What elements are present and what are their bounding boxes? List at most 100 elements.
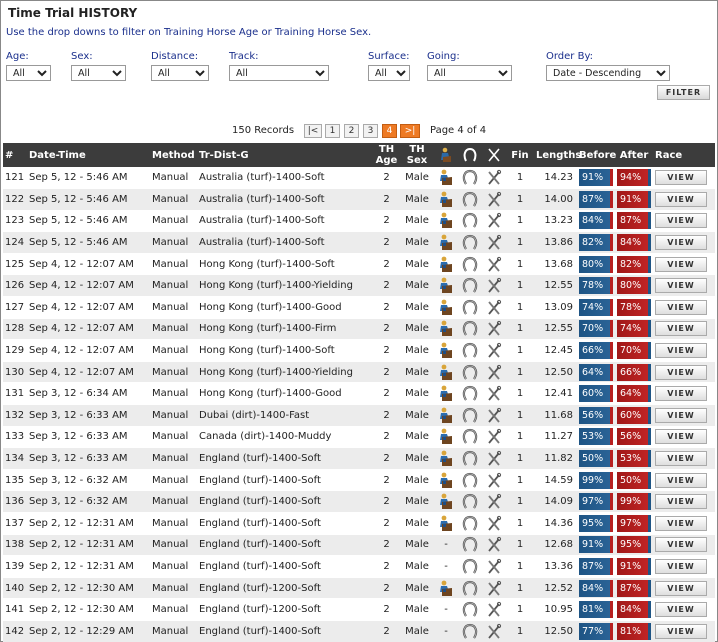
col-after[interactable]: After — [615, 143, 653, 167]
view-race-button[interactable]: VIEW — [655, 278, 707, 294]
tools-cell[interactable] — [482, 469, 506, 492]
tools-cell[interactable] — [482, 598, 506, 621]
view-race-button[interactable]: VIEW — [655, 343, 707, 359]
shoe-cell[interactable] — [458, 404, 482, 427]
view-race-button[interactable]: VIEW — [655, 213, 707, 229]
view-race-button[interactable]: VIEW — [655, 623, 707, 639]
col-th-age[interactable]: TH Age — [373, 143, 400, 167]
jockey-cell[interactable] — [434, 339, 458, 362]
surface-select[interactable]: All — [368, 65, 410, 81]
jockey-cell[interactable] — [434, 210, 458, 233]
last-page-button[interactable]: >| — [400, 124, 420, 138]
going-select[interactable]: All — [427, 65, 512, 81]
jockey-cell[interactable] — [434, 231, 458, 254]
col-date-time[interactable]: Date-Time — [27, 143, 150, 167]
shoe-cell[interactable] — [458, 339, 482, 362]
tools-cell[interactable] — [482, 404, 506, 427]
tools-cell[interactable] — [482, 253, 506, 276]
view-race-button[interactable]: VIEW — [655, 558, 707, 574]
shoe-cell[interactable] — [458, 555, 482, 578]
view-race-button[interactable]: VIEW — [655, 580, 707, 596]
view-race-button[interactable]: VIEW — [655, 386, 707, 402]
col-lengths[interactable]: Lengths — [534, 143, 581, 167]
tools-cell[interactable] — [482, 231, 506, 254]
shoe-cell[interactable] — [458, 534, 482, 557]
shoe-cell[interactable] — [458, 167, 482, 190]
tools-cell[interactable] — [482, 512, 506, 535]
col-th-sex[interactable]: TH Sex — [400, 143, 434, 167]
col-race[interactable]: Race — [653, 143, 715, 167]
view-race-button[interactable]: VIEW — [655, 451, 707, 467]
jockey-cell[interactable] — [434, 167, 458, 190]
col-tr-dist-g[interactable]: Tr-Dist-G — [197, 143, 373, 167]
page-3-button[interactable]: 3 — [363, 124, 378, 138]
view-race-button[interactable]: VIEW — [655, 256, 707, 272]
order-by-select[interactable]: Date - Descending — [546, 65, 670, 81]
age-select[interactable]: All — [6, 65, 51, 81]
tools-cell[interactable] — [482, 167, 506, 190]
jockey-cell[interactable] — [434, 447, 458, 470]
tools-cell[interactable] — [482, 555, 506, 578]
jockey-cell[interactable] — [434, 469, 458, 492]
view-race-button[interactable]: VIEW — [655, 515, 707, 531]
tools-cell[interactable] — [482, 361, 506, 384]
tools-cell[interactable] — [482, 382, 506, 406]
filter-button[interactable]: FILTER — [657, 85, 710, 100]
jockey-cell[interactable] — [434, 404, 458, 427]
jockey-cell[interactable] — [434, 253, 458, 276]
shoe-cell[interactable] — [458, 577, 482, 600]
shoe-cell[interactable] — [458, 318, 482, 341]
jockey-cell[interactable] — [434, 512, 458, 535]
shoe-cell[interactable] — [458, 188, 482, 211]
view-race-button[interactable]: VIEW — [655, 602, 707, 618]
jockey-cell[interactable] — [434, 426, 458, 449]
jockey-cell[interactable] — [434, 296, 458, 319]
tools-cell[interactable] — [482, 490, 506, 513]
tools-cell[interactable] — [482, 577, 506, 600]
first-page-button[interactable]: |< — [304, 124, 322, 138]
jockey-cell[interactable] — [434, 382, 458, 406]
view-race-button[interactable]: VIEW — [655, 170, 707, 186]
jockey-cell[interactable] — [434, 577, 458, 600]
tools-cell[interactable] — [482, 188, 506, 211]
col-num[interactable]: # — [3, 143, 27, 167]
tools-cell[interactable] — [482, 426, 506, 449]
jockey-cell[interactable] — [434, 274, 458, 298]
tools-cell[interactable] — [482, 318, 506, 341]
view-race-button[interactable]: VIEW — [655, 321, 707, 337]
jockey-cell[interactable] — [434, 490, 458, 513]
tools-cell[interactable] — [482, 210, 506, 233]
sex-select[interactable]: All — [71, 65, 126, 81]
page-4-button[interactable]: 4 — [382, 124, 397, 138]
col-method[interactable]: Method — [150, 143, 197, 167]
view-race-button[interactable]: VIEW — [655, 494, 707, 510]
jockey-cell[interactable] — [434, 361, 458, 384]
col-fin[interactable]: Fin — [506, 143, 534, 167]
shoe-cell[interactable] — [458, 274, 482, 298]
view-race-button[interactable]: VIEW — [655, 235, 707, 251]
track-select[interactable]: All — [229, 65, 329, 81]
shoe-cell[interactable] — [458, 512, 482, 535]
jockey-cell[interactable] — [434, 188, 458, 211]
shoe-cell[interactable] — [458, 382, 482, 406]
shoe-cell[interactable] — [458, 598, 482, 621]
shoe-cell[interactable] — [458, 253, 482, 276]
view-race-button[interactable]: VIEW — [655, 472, 707, 488]
distance-select[interactable]: All — [151, 65, 209, 81]
shoe-cell[interactable] — [458, 426, 482, 449]
shoe-cell[interactable] — [458, 231, 482, 254]
tools-cell[interactable] — [482, 534, 506, 557]
tools-cell[interactable] — [482, 620, 506, 642]
view-race-button[interactable]: VIEW — [655, 429, 707, 445]
jockey-cell[interactable] — [434, 318, 458, 341]
page-1-button[interactable]: 1 — [325, 124, 340, 138]
view-race-button[interactable]: VIEW — [655, 364, 707, 380]
shoe-cell[interactable] — [458, 296, 482, 319]
view-race-button[interactable]: VIEW — [655, 537, 707, 553]
tools-cell[interactable] — [482, 274, 506, 298]
shoe-cell[interactable] — [458, 469, 482, 492]
tools-cell[interactable] — [482, 447, 506, 470]
view-race-button[interactable]: VIEW — [655, 407, 707, 423]
tools-cell[interactable] — [482, 296, 506, 319]
view-race-button[interactable]: VIEW — [655, 299, 707, 315]
